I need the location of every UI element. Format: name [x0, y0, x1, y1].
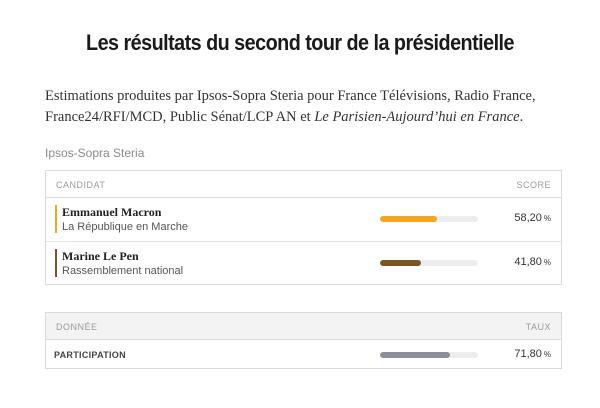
results-table: CANDIDAT SCORE Emmanuel Macron La Républ… — [45, 170, 562, 285]
source-label: Ipsos-Sopra Steria — [45, 146, 145, 160]
intro-text-end: . — [519, 109, 524, 125]
results-table-header: CANDIDAT SCORE — [46, 171, 561, 198]
turnout-bar — [380, 352, 478, 358]
column-header-donnee: DONNÉE — [56, 322, 98, 332]
score-value: 58,20 — [514, 212, 542, 224]
turnout-unit: % — [543, 350, 551, 359]
candidate-party: La République en Marche — [62, 221, 188, 233]
candidate-name: Emmanuel Macron — [62, 205, 162, 219]
turnout-label: PARTICIPATION — [54, 350, 126, 360]
score-bar — [380, 260, 478, 266]
candidate-name: Marine Le Pen — [62, 249, 139, 263]
intro-text: Estimations produites par Ipsos-Sopra St… — [45, 86, 565, 128]
turnout-value: 71,80 — [514, 348, 542, 360]
intro-text-main: Estimations produites par Ipsos-Sopra St… — [45, 88, 536, 125]
score-bar-fill — [380, 260, 421, 266]
column-header-taux: TAUX — [525, 322, 551, 332]
turnout-table-header: DONNÉE TAUX — [46, 313, 561, 340]
score-bar — [380, 216, 478, 222]
intro-publication: Le Parisien-Aujourd’hui en France — [314, 109, 520, 125]
candidate-party: Rassemblement national — [62, 265, 184, 277]
candidate-row-macron: Emmanuel Macron La République en Marche … — [46, 198, 561, 241]
page-title: Les résultats du second tour de la prési… — [86, 30, 515, 55]
turnout-table: DONNÉE TAUX PARTICIPATION 71,80% — [45, 312, 562, 369]
candidate-score: 58,20% — [514, 212, 551, 224]
score-value: 41,80 — [514, 256, 542, 268]
turnout-score: 71,80% — [514, 348, 551, 360]
column-header-candidat: CANDIDAT — [56, 180, 106, 190]
score-bar-fill — [380, 216, 438, 222]
score-unit: % — [543, 214, 551, 223]
candidate-color-accent — [55, 205, 57, 233]
candidate-score: 41,80% — [514, 256, 551, 268]
turnout-row-participation: PARTICIPATION 71,80% — [46, 340, 561, 370]
score-unit: % — [543, 258, 551, 267]
candidate-row-le-pen: Marine Le Pen Rassemblement national 41,… — [46, 241, 561, 285]
turnout-bar-fill — [380, 352, 451, 358]
column-header-score: SCORE — [516, 180, 551, 190]
candidate-color-accent — [55, 249, 57, 277]
